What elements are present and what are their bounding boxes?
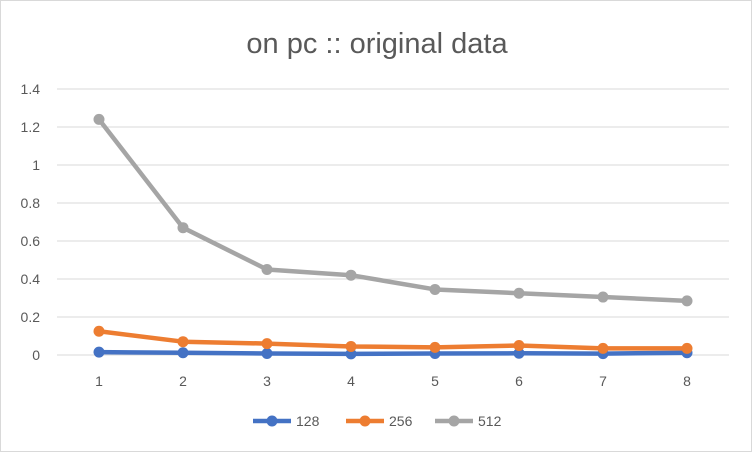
data-point xyxy=(261,264,273,275)
data-point xyxy=(93,113,105,125)
series-line xyxy=(96,117,690,304)
legend-marker xyxy=(448,415,460,427)
legend-label: 128 xyxy=(296,413,320,429)
x-tick-label: 5 xyxy=(431,373,439,389)
legend-item: 256 xyxy=(346,413,413,429)
series-lines xyxy=(93,113,693,360)
data-point xyxy=(261,347,273,359)
series-line xyxy=(96,329,690,351)
data-point xyxy=(597,291,609,303)
data-point xyxy=(177,222,189,234)
legend-label: 512 xyxy=(478,413,502,429)
y-tick-label: 0.8 xyxy=(21,195,41,211)
x-tick-label: 1 xyxy=(95,373,103,389)
x-tick-label: 6 xyxy=(515,373,523,389)
data-point xyxy=(513,287,525,299)
x-tick-label: 7 xyxy=(599,373,607,389)
y-tick-label: 1.4 xyxy=(21,81,41,97)
legend-item: 128 xyxy=(253,413,320,429)
x-tick-label: 4 xyxy=(347,373,355,389)
data-point xyxy=(177,336,189,348)
legend-label: 256 xyxy=(389,413,413,429)
y-tick-label: 0.2 xyxy=(21,309,41,325)
data-point xyxy=(681,295,693,307)
x-tick-label: 8 xyxy=(683,373,691,389)
y-tick-label: 0.4 xyxy=(21,271,41,287)
data-point xyxy=(177,347,189,359)
legend: 128 256 512 xyxy=(253,413,502,429)
data-point xyxy=(93,325,105,337)
legend-marker xyxy=(359,415,371,427)
data-point xyxy=(597,342,609,354)
gridlines xyxy=(57,88,729,356)
y-axis-ticks: 0 0.2 0.4 0.6 0.8 1 1.2 1.4 xyxy=(21,81,41,363)
data-point xyxy=(513,340,525,351)
x-tick-label: 3 xyxy=(263,373,271,389)
data-point xyxy=(93,346,105,358)
y-tick-label: 0 xyxy=(32,347,40,363)
data-point xyxy=(513,347,525,359)
series-128 xyxy=(93,346,693,360)
series-256 xyxy=(93,325,693,354)
x-axis-ticks: 1 2 3 4 5 6 7 8 xyxy=(95,373,691,389)
data-point xyxy=(681,342,693,354)
legend-marker xyxy=(266,415,278,427)
data-point xyxy=(429,341,441,353)
series-line xyxy=(96,349,690,357)
y-tick-label: 0.6 xyxy=(21,233,41,249)
data-point xyxy=(261,338,273,350)
legend-item: 512 xyxy=(435,413,502,429)
y-tick-label: 1.2 xyxy=(21,119,41,135)
y-tick-label: 1 xyxy=(32,157,40,173)
series-512 xyxy=(93,113,693,307)
data-point xyxy=(429,283,441,295)
data-point xyxy=(345,340,357,352)
data-point xyxy=(345,269,357,281)
chart-title: on pc :: original data xyxy=(246,28,508,60)
x-tick-label: 2 xyxy=(179,373,187,389)
